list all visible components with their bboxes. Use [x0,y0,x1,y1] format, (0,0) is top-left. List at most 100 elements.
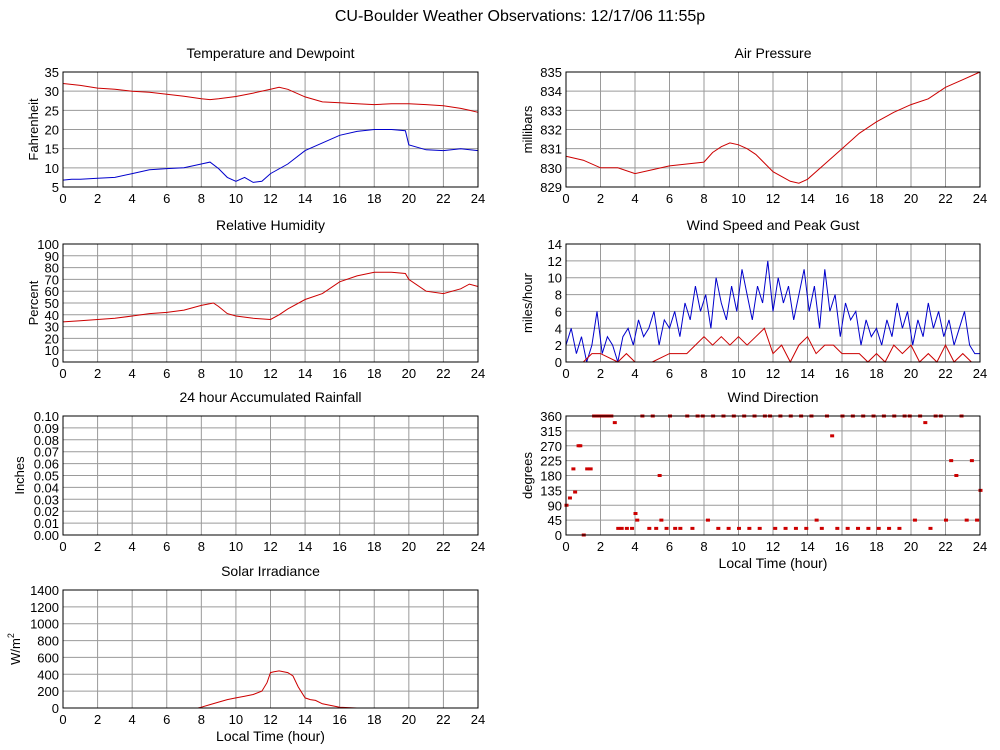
scatter-point [705,518,710,522]
x-tick-label: 12 [263,712,277,727]
x-tick-label: 20 [402,539,416,554]
x-tick-label: 24 [973,191,987,206]
series-line-0 [63,670,478,709]
x-tick-label: 14 [800,366,814,381]
x-tick-label: 12 [263,366,277,381]
scatter-point [612,421,617,425]
series-line-0 [565,260,980,363]
y-tick-label: 800 [37,634,59,649]
x-tick-label: 24 [471,191,485,206]
y-tick-label: 0.05 [34,469,59,484]
y-tick-label: 25 [45,103,59,118]
scatter-point [876,526,881,530]
scatter-point [673,526,678,530]
x-tick-label: 0 [59,539,66,554]
scatter-point [624,526,629,530]
scatter-point [944,518,948,522]
y-tick-label: 0.02 [34,504,59,519]
y-tick-label: 100 [37,237,59,252]
x-tick-label: 18 [367,191,381,206]
x-tick-label: 18 [869,191,883,206]
scatter-point [635,518,640,522]
y-axis-label-text: Fahrenheit [26,98,41,161]
x-tick-label: 4 [129,539,136,554]
x-tick-label: 18 [367,366,381,381]
x-axis-label: Local Time (hour) [719,555,828,571]
plot-frame [565,415,981,536]
plot-frame [62,71,479,188]
scatter-point [616,526,621,530]
x-tick-label: 24 [973,366,987,381]
y-tick-label: 70 [45,272,59,287]
x-tick-label: 14 [298,366,312,381]
x-tick-label: 10 [731,366,745,381]
chart-title: 24 hour Accumulated Rainfall [179,389,361,405]
y-axis-label: Percent [26,280,41,325]
scatter-point [647,526,652,530]
scatter-point [659,518,664,522]
y-tick-label: 225 [540,454,562,469]
scatter-point [588,467,593,471]
scatter-point [571,467,576,471]
y-tick-label: 30 [45,84,59,99]
x-tick-label: 16 [332,191,346,206]
x-tick-label: 24 [471,539,485,554]
y-axis-label: Inches [12,456,27,495]
x-tick-label: 20 [904,191,918,206]
y-tick-label: 50 [45,296,59,311]
page-title: CU-Boulder Weather Observations: 12/17/0… [335,8,705,25]
scatter-point [654,526,659,530]
y-axis-label-text: Percent [26,280,41,325]
y-axis-label-text: miles/hour [520,272,535,333]
x-tick-label: 10 [731,191,745,206]
scatter-point [804,526,809,530]
y-axis-label: degrees [520,452,535,499]
x-tick-label: 12 [263,539,277,554]
y-tick-label: 15 [45,142,59,157]
chart-title: Wind Speed and Peak Gust [687,217,860,233]
y-tick-label: 1000 [30,617,59,632]
scatter-point [726,526,731,530]
x-tick-label: 22 [436,712,450,727]
x-tick-label: 0 [562,539,569,554]
series-line-0 [565,71,981,184]
y-tick-label: 6 [555,304,562,319]
x-tick-label: 12 [766,191,780,206]
y-tick-label: 12 [548,254,562,269]
y-tick-label: 35 [45,65,59,80]
scatter-point [912,518,917,522]
y-tick-label: 40 [45,308,59,323]
y-tick-label: 834 [540,84,562,99]
scatter-point [747,526,752,530]
scatter-point [835,526,840,530]
x-tick-label: 18 [869,539,883,554]
x-tick-label: 8 [198,366,205,381]
scatter-point [657,474,662,477]
x-tick-label: 8 [700,191,707,206]
scatter-point [578,444,583,448]
plot-frame [62,415,479,536]
y-tick-label: 831 [540,142,562,157]
scatter-point [664,526,669,530]
y-tick-label: 315 [540,424,562,439]
x-tick-label: 16 [332,712,346,727]
scatter-point [814,518,819,522]
y-tick-label: 90 [548,498,562,513]
y-tick-label: 400 [37,667,59,682]
chart-title: Wind Direction [727,389,818,405]
x-tick-label: 16 [835,191,849,206]
x-tick-label: 0 [562,366,569,381]
x-tick-label: 6 [666,539,673,554]
y-tick-label: 360 [540,409,562,424]
y-tick-label: 829 [540,180,562,195]
y-tick-label: 0 [555,355,562,370]
x-tick-label: 6 [163,712,170,727]
scatter-point [964,518,969,522]
y-tick-label: 830 [540,161,562,176]
y-tick-label: 835 [540,65,562,80]
x-tick-label: 16 [835,539,849,554]
x-tick-label: 24 [471,712,485,727]
scatter-point [567,496,572,500]
